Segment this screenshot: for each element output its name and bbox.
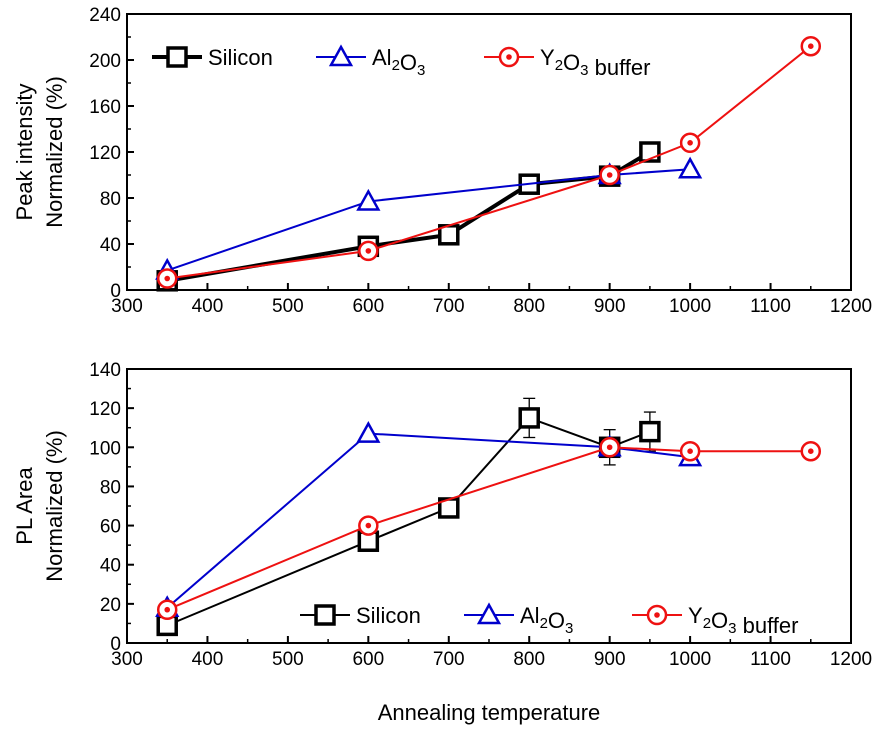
- legend: Silicon Al2O3 Y2O3 buffer: [152, 44, 650, 80]
- y-tick-label: 120: [89, 143, 121, 164]
- series-line: [166, 416, 651, 627]
- data-point: [156, 268, 178, 289]
- y-tick-label: 0: [110, 634, 121, 655]
- legend-label: Silicon: [208, 45, 273, 70]
- x-tick-label: 1200: [830, 649, 872, 670]
- x-tick-label: 600: [352, 296, 384, 317]
- data-point-dot: [365, 248, 372, 254]
- series-line: [167, 45, 812, 280]
- y-axis-title: PL Area: [12, 467, 37, 545]
- data-point: [679, 440, 701, 462]
- data-point: [639, 420, 661, 443]
- data-point: [677, 156, 703, 179]
- series-al2o3: [155, 421, 703, 618]
- x-tick-label: 300: [111, 296, 143, 317]
- data-point: [800, 35, 822, 57]
- y-axis-title: Normalized (%): [42, 430, 67, 582]
- legend-marker-dot: [654, 612, 660, 618]
- y-tick-label: 200: [89, 51, 121, 72]
- legend-label: Y2O3 buffer: [540, 45, 650, 80]
- data-point: [358, 240, 379, 262]
- x-tick-label: 1100: [750, 296, 791, 317]
- data-point-dot: [164, 606, 171, 613]
- legend-marker-dot: [506, 54, 512, 60]
- x-tick-label: 1200: [830, 296, 872, 317]
- series-y2o3-buffer: [156, 437, 822, 620]
- series-line: [166, 432, 691, 609]
- data-point-dot: [606, 172, 613, 178]
- legend: Silicon Al2O3 Y2O3 buffer: [300, 602, 798, 638]
- data-point: [156, 599, 178, 620]
- x-tick-label: 1100: [750, 649, 791, 670]
- legend-marker: [166, 46, 188, 68]
- series-y2o3-buffer: [156, 35, 822, 289]
- data-point: [356, 421, 381, 443]
- legend-marker: [328, 44, 354, 67]
- x-tick-label: 700: [433, 649, 465, 670]
- legend-label: Silicon: [356, 603, 421, 628]
- y-tick-label: 120: [89, 399, 121, 420]
- x-tick-label: 900: [594, 296, 626, 317]
- y-tick-label: 0: [110, 281, 121, 302]
- data-point: [599, 437, 620, 458]
- series-line: [166, 168, 691, 272]
- y-axis-title: Normalized (%): [42, 76, 67, 228]
- y-tick-label: 80: [100, 477, 121, 498]
- y-tick-label: 40: [100, 235, 121, 256]
- data-point-dot: [687, 448, 693, 455]
- y-axis-title: Peak intensity: [12, 84, 37, 221]
- x-tick-label: 1000: [669, 296, 711, 317]
- x-tick-label: 500: [272, 296, 304, 317]
- series-silicon: [156, 397, 661, 637]
- series-line: [166, 150, 651, 283]
- y-tick-label: 60: [100, 517, 121, 538]
- x-tick-label: 800: [513, 649, 545, 670]
- data-point: [599, 164, 620, 186]
- plot-frame: [126, 368, 852, 644]
- data-point-dot: [365, 522, 372, 529]
- legend-label: Al2O3: [372, 45, 425, 79]
- data-point-dot: [807, 43, 814, 49]
- data-point-dot: [687, 140, 693, 146]
- data-point: [518, 407, 540, 429]
- x-tick-label: 600: [352, 649, 384, 670]
- y-tick-label: 240: [89, 5, 121, 26]
- y-tick-label: 40: [100, 556, 121, 577]
- y-tick-label: 100: [89, 438, 121, 459]
- data-point: [800, 440, 822, 462]
- x-tick-label: 400: [192, 296, 224, 317]
- data-point-dot: [606, 444, 613, 451]
- legend-marker: [498, 46, 520, 68]
- y-tick-label: 160: [89, 97, 121, 118]
- series-silicon: [156, 141, 661, 292]
- x-tick-label: 900: [594, 649, 626, 670]
- x-tick-label: 500: [272, 649, 304, 670]
- legend-label: Al2O3: [520, 603, 573, 637]
- x-tick-label: 400: [192, 649, 224, 670]
- legend-marker: [646, 604, 668, 626]
- chart-panel-1: 300 400 500 600 700 800 900 1000 1100 1200 0 40 80 12…: [12, 5, 872, 317]
- y-tick-label: 80: [100, 189, 121, 210]
- x-tick-label: 800: [513, 296, 545, 317]
- x-tick-label: 1000: [669, 649, 711, 670]
- x-axis-title: Annealing temperature: [378, 700, 601, 725]
- y-tick-label: 20: [100, 595, 121, 616]
- chart-panel-2: 300 400 500 600 700 800 900 1000 1100 1200 0 20 40 60…: [12, 360, 872, 725]
- data-point: [358, 515, 379, 536]
- data-point-dot: [164, 275, 171, 282]
- data-point-dot: [807, 448, 814, 455]
- y-tick-label: 140: [89, 360, 121, 381]
- legend-label: Y2O3 buffer: [688, 603, 798, 638]
- data-point: [679, 132, 701, 154]
- x-tick-label: 700: [433, 296, 465, 317]
- legend-marker: [314, 604, 336, 626]
- legend-marker: [476, 602, 502, 625]
- data-point: [356, 188, 381, 211]
- x-tick-label: 300: [111, 649, 143, 670]
